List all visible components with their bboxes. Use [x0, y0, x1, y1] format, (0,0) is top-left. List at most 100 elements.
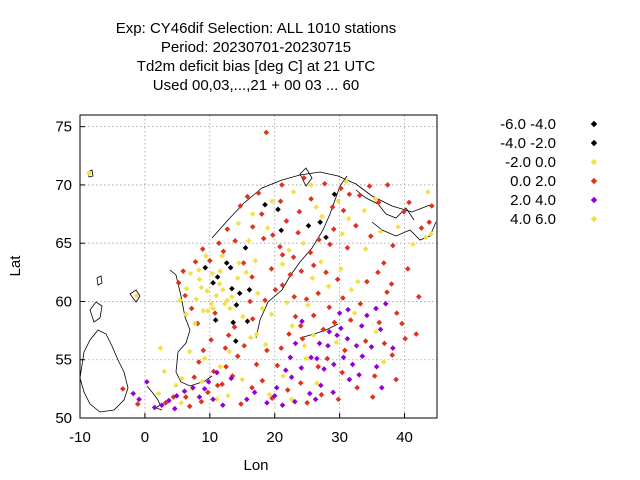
data-point — [314, 380, 320, 386]
data-point — [229, 373, 236, 379]
data-point — [338, 325, 344, 332]
data-point — [329, 204, 336, 210]
data-point — [323, 269, 329, 276]
data-point — [195, 359, 202, 365]
data-point — [208, 300, 214, 307]
title-line-3: Td2m deficit bias [deg C] at 21 UTC — [137, 58, 376, 75]
data-point — [315, 363, 322, 370]
data-point — [240, 313, 246, 320]
data-point — [210, 396, 216, 403]
legend-label: 0.0 2.0 — [510, 173, 556, 190]
data-point — [335, 198, 342, 205]
data-point — [173, 393, 180, 399]
data-point — [307, 249, 314, 256]
data-point — [244, 396, 250, 403]
data-point — [279, 282, 286, 288]
data-point — [299, 318, 305, 325]
data-point — [320, 326, 327, 333]
data-point — [269, 232, 276, 238]
data-point — [214, 382, 221, 389]
y-tick-label: 65 — [55, 235, 72, 252]
data-point — [390, 345, 396, 351]
data-point — [212, 310, 218, 316]
data-point — [381, 340, 388, 347]
data-point — [242, 245, 249, 251]
x-tick-label: 30 — [331, 429, 348, 446]
data-point — [382, 300, 389, 307]
data-point — [228, 375, 235, 382]
data-point — [258, 211, 265, 217]
data-point — [253, 331, 260, 337]
data-point — [306, 390, 313, 397]
data-point — [183, 285, 190, 292]
data-point — [340, 295, 346, 301]
data-point — [269, 395, 275, 401]
title-line-4: Used 00,03,...,21 + 00 03 ... 60 — [153, 77, 359, 94]
data-point — [289, 323, 296, 329]
data-point — [212, 317, 219, 323]
data-point — [395, 224, 401, 230]
data-point — [278, 345, 285, 351]
data-point — [330, 226, 337, 233]
data-point — [308, 354, 314, 361]
legend-label: 2.0 4.0 — [510, 192, 556, 209]
data-point — [305, 302, 311, 308]
data-point — [216, 281, 223, 287]
data-point — [298, 365, 305, 371]
data-point — [191, 374, 198, 381]
data-point — [157, 345, 164, 351]
data-point — [359, 353, 366, 360]
data-point — [345, 215, 352, 222]
data-point — [241, 342, 248, 349]
data-point — [246, 287, 253, 293]
data-point — [179, 375, 185, 382]
data-point — [310, 332, 317, 339]
data-point — [273, 384, 280, 391]
data-point — [222, 345, 229, 351]
data-point — [283, 218, 290, 224]
data-point — [373, 363, 380, 370]
data-point — [406, 199, 412, 206]
data-point — [220, 248, 227, 255]
chart-title: Exp: CY46dif Selection: ALL 1010 station… — [116, 20, 396, 94]
data-point — [327, 241, 333, 248]
data-point — [349, 361, 356, 368]
data-point — [375, 199, 382, 206]
data-point — [429, 203, 435, 209]
data-points — [86, 129, 435, 412]
data-point — [303, 296, 310, 302]
data-point — [371, 373, 378, 379]
data-point — [288, 374, 295, 381]
data-point — [158, 402, 165, 408]
data-point — [313, 204, 320, 210]
data-point — [300, 240, 307, 246]
data-point — [321, 366, 327, 372]
data-point — [346, 376, 353, 383]
data-point — [253, 361, 260, 368]
data-point — [279, 402, 286, 408]
legend-label: -2.0 0.0 — [505, 154, 556, 171]
data-point — [353, 222, 359, 229]
data-point — [356, 192, 363, 199]
data-point — [216, 240, 222, 246]
data-point — [413, 331, 420, 337]
data-point — [264, 400, 270, 406]
x-axis-ticks: -10 0 10 20 30 40 — [69, 413, 413, 446]
data-point — [292, 398, 298, 405]
data-point — [377, 326, 384, 333]
data-point — [227, 264, 234, 271]
grid — [79, 115, 437, 419]
data-point — [362, 246, 369, 252]
data-point — [277, 243, 283, 250]
data-point — [225, 393, 231, 399]
data-point — [301, 175, 307, 181]
data-point — [220, 402, 226, 408]
data-point — [200, 347, 207, 354]
data-point — [423, 234, 429, 241]
data-point — [367, 233, 374, 239]
data-point — [279, 252, 286, 258]
data-point — [291, 294, 297, 300]
y-tick-label: 70 — [55, 177, 72, 194]
data-point — [262, 297, 268, 304]
data-point — [136, 396, 142, 403]
